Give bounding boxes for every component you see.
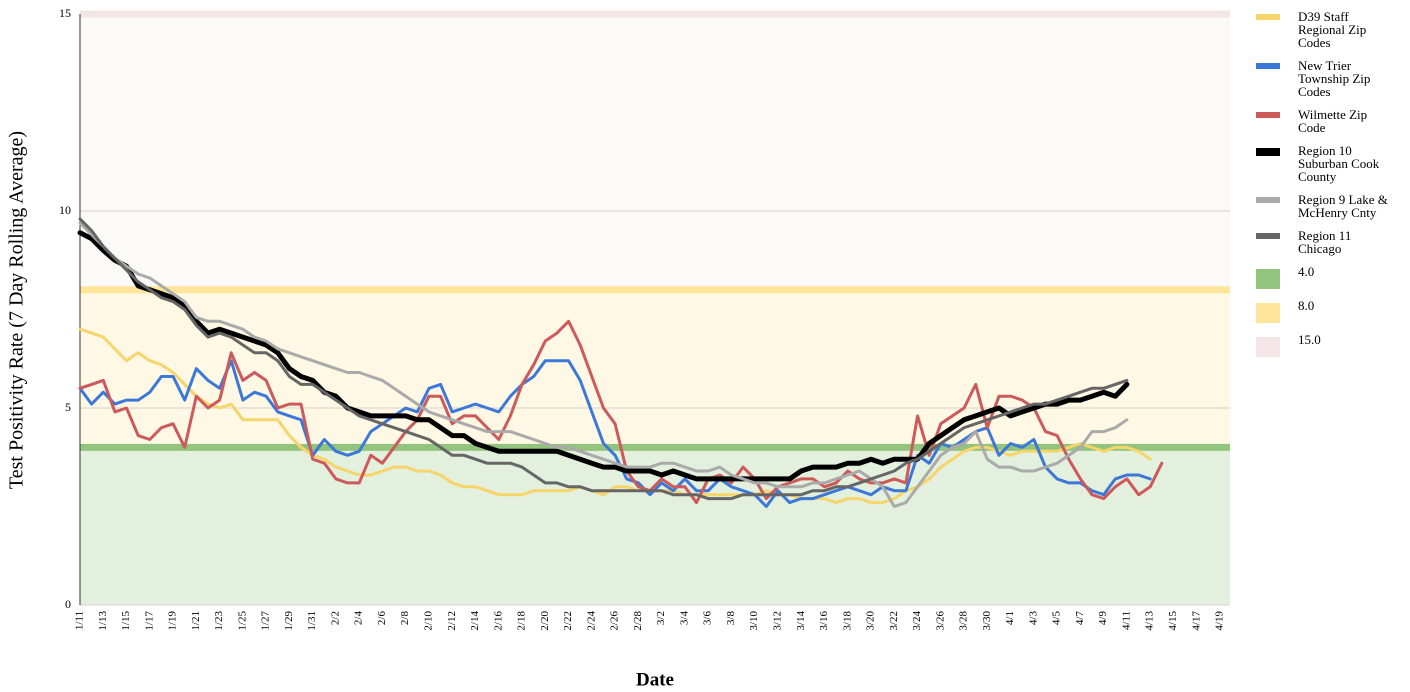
x-tick-label: 1/25 — [236, 611, 248, 631]
x-tick-label: 1/29 — [283, 611, 295, 631]
x-tick-label: 2/8 — [399, 611, 411, 626]
x-tick-label: 2/16 — [492, 611, 504, 631]
x-tick-label: 1/11 — [74, 611, 86, 630]
x-tick-label: 3/20 — [865, 611, 877, 631]
x-tick-label: 2/28 — [632, 611, 644, 631]
x-tick-label: 4/19 — [1214, 611, 1226, 631]
x-tick-label: 2/20 — [539, 611, 551, 631]
legend-item: D39 Staff Regional Zip Codes — [1256, 10, 1406, 49]
legend-item: 4.0 — [1256, 265, 1406, 289]
legend-item: 15.0 — [1256, 333, 1406, 357]
x-tick-label: 1/21 — [190, 611, 202, 631]
x-tick-label: 4/13 — [1144, 611, 1156, 631]
x-tick-label: 4/3 — [1027, 611, 1039, 626]
x-tick-label: 1/23 — [213, 611, 225, 631]
x-tick-label: 3/14 — [795, 611, 807, 631]
legend-swatch — [1256, 197, 1280, 203]
series-line — [78, 217, 1129, 501]
legend-label: Region 11 Chicago — [1298, 228, 1352, 256]
x-tick-label: 2/26 — [609, 611, 621, 631]
series-line — [78, 319, 1164, 505]
legend-swatch — [1256, 337, 1280, 357]
x-tick-label: 1/19 — [167, 611, 179, 631]
y-tick-label: 15 — [59, 6, 71, 20]
x-axis-label: Date — [636, 669, 674, 690]
legend-item: Region 9 Lake & McHenry Cnty — [1256, 193, 1406, 219]
x-tick-label: 3/22 — [888, 611, 900, 631]
series-line — [78, 327, 1152, 505]
x-tick-label: 3/4 — [678, 611, 690, 626]
legend-item: Region 11 Chicago — [1256, 229, 1406, 255]
x-tick-label: 3/8 — [725, 611, 737, 626]
x-tick-label: 3/2 — [655, 611, 667, 625]
x-tick-label: 3/10 — [748, 611, 760, 631]
legend-swatch — [1256, 303, 1280, 323]
x-tick-label: 2/24 — [585, 611, 597, 631]
x-tick-label: 3/18 — [841, 611, 853, 631]
x-tick-label: 2/22 — [562, 611, 574, 631]
legend-label: 4.0 — [1298, 264, 1315, 279]
band-area — [80, 14, 1230, 290]
y-tick-label: 0 — [65, 597, 71, 611]
x-tick-label: 1/15 — [120, 611, 132, 631]
legend-item: Wilmette Zip Code — [1256, 108, 1406, 134]
legend-label: New Trier Township Zip Codes — [1298, 58, 1371, 99]
legend-label: 8.0 — [1298, 298, 1315, 313]
legend-swatch — [1256, 148, 1280, 156]
x-tick-label: 2/10 — [423, 611, 435, 631]
x-tick-label: 4/15 — [1167, 611, 1179, 631]
x-tick-label: 3/6 — [702, 611, 714, 626]
x-tick-label: 3/16 — [818, 611, 830, 631]
x-tick-label: 1/27 — [260, 611, 272, 631]
y-tick-label: 10 — [59, 203, 71, 217]
x-tick-label: 4/11 — [1120, 611, 1132, 630]
x-tick-label: 1/13 — [97, 611, 109, 631]
series-line — [78, 221, 1129, 508]
y-tick-label: 5 — [65, 400, 71, 414]
x-tick-label: 4/9 — [1097, 611, 1109, 626]
x-tick-label: 2/4 — [353, 611, 365, 626]
x-tick-label: 3/30 — [981, 611, 993, 631]
legend-label: 15.0 — [1298, 332, 1321, 347]
x-tick-label: 3/26 — [934, 611, 946, 631]
band-area — [80, 289, 1230, 448]
x-tick-label: 4/17 — [1190, 611, 1202, 631]
legend-label: Wilmette Zip Code — [1298, 107, 1368, 135]
x-tick-label: 4/5 — [1051, 611, 1063, 626]
legend-item: Region 10 Suburban Cook County — [1256, 144, 1406, 183]
legend: D39 Staff Regional Zip Codes New Trier To… — [1256, 10, 1406, 367]
x-tick-label: 1/17 — [143, 611, 155, 631]
legend-item: 8.0 — [1256, 299, 1406, 323]
y-axis-label: Test Positivity Rate (7 Day Rolling Aver… — [6, 131, 28, 489]
x-tick-label: 1/31 — [306, 611, 318, 631]
legend-label: Region 10 Suburban Cook County — [1298, 143, 1380, 184]
legend-item: New Trier Township Zip Codes — [1256, 59, 1406, 98]
x-tick-label: 4/1 — [1004, 611, 1016, 625]
legend-label: Region 9 Lake & McHenry Cnty — [1298, 192, 1388, 220]
legend-swatch — [1256, 14, 1280, 20]
legend-swatch — [1256, 233, 1280, 239]
x-tick-label: 2/6 — [376, 611, 388, 626]
legend-label: D39 Staff Regional Zip Codes — [1298, 9, 1367, 50]
x-tick-label: 3/24 — [911, 611, 923, 631]
legend-swatch — [1256, 269, 1280, 289]
x-tick-label: 3/12 — [771, 611, 783, 631]
legend-swatch — [1256, 112, 1280, 118]
x-tick-label: 4/7 — [1074, 611, 1086, 626]
x-tick-label: 2/2 — [329, 611, 341, 625]
legend-swatch — [1256, 63, 1280, 69]
x-tick-label: 2/18 — [516, 611, 528, 631]
x-tick-label: 3/28 — [958, 611, 970, 631]
series-line — [77, 230, 1130, 482]
x-tick-label: 2/14 — [469, 611, 481, 631]
x-tick-label: 2/12 — [446, 611, 458, 631]
